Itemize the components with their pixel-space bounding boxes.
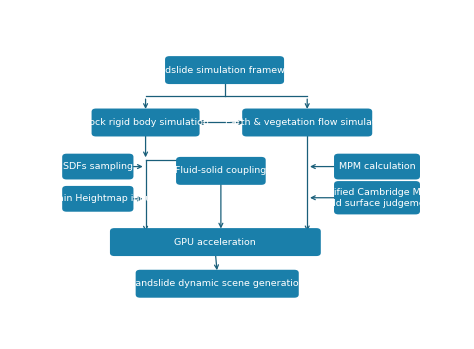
FancyBboxPatch shape (334, 181, 420, 214)
FancyBboxPatch shape (165, 56, 284, 84)
FancyBboxPatch shape (242, 109, 372, 136)
Text: SDFs sampling: SDFs sampling (63, 162, 133, 171)
Text: Fluid-solid coupling: Fluid-solid coupling (175, 166, 266, 175)
Text: Terrain Heightmap input: Terrain Heightmap input (40, 194, 155, 203)
FancyBboxPatch shape (62, 186, 134, 212)
Text: Landslide dynamic scene generation: Landslide dynamic scene generation (130, 279, 304, 288)
FancyBboxPatch shape (110, 228, 321, 256)
FancyBboxPatch shape (334, 154, 420, 179)
Text: Rock rigid body simulation: Rock rigid body simulation (82, 118, 209, 127)
FancyBboxPatch shape (176, 157, 266, 185)
FancyBboxPatch shape (91, 109, 200, 136)
Text: Earth & vegetation flow simulation: Earth & vegetation flow simulation (225, 118, 390, 127)
FancyBboxPatch shape (136, 270, 299, 298)
FancyBboxPatch shape (62, 154, 134, 179)
Text: GPU acceleration: GPU acceleration (174, 238, 256, 247)
Text: MPM calculation: MPM calculation (339, 162, 415, 171)
Text: Landslide simulation framework: Landslide simulation framework (148, 66, 301, 75)
Text: Modified Cambridge Model
yield surface judgement: Modified Cambridge Model yield surface j… (313, 188, 440, 208)
